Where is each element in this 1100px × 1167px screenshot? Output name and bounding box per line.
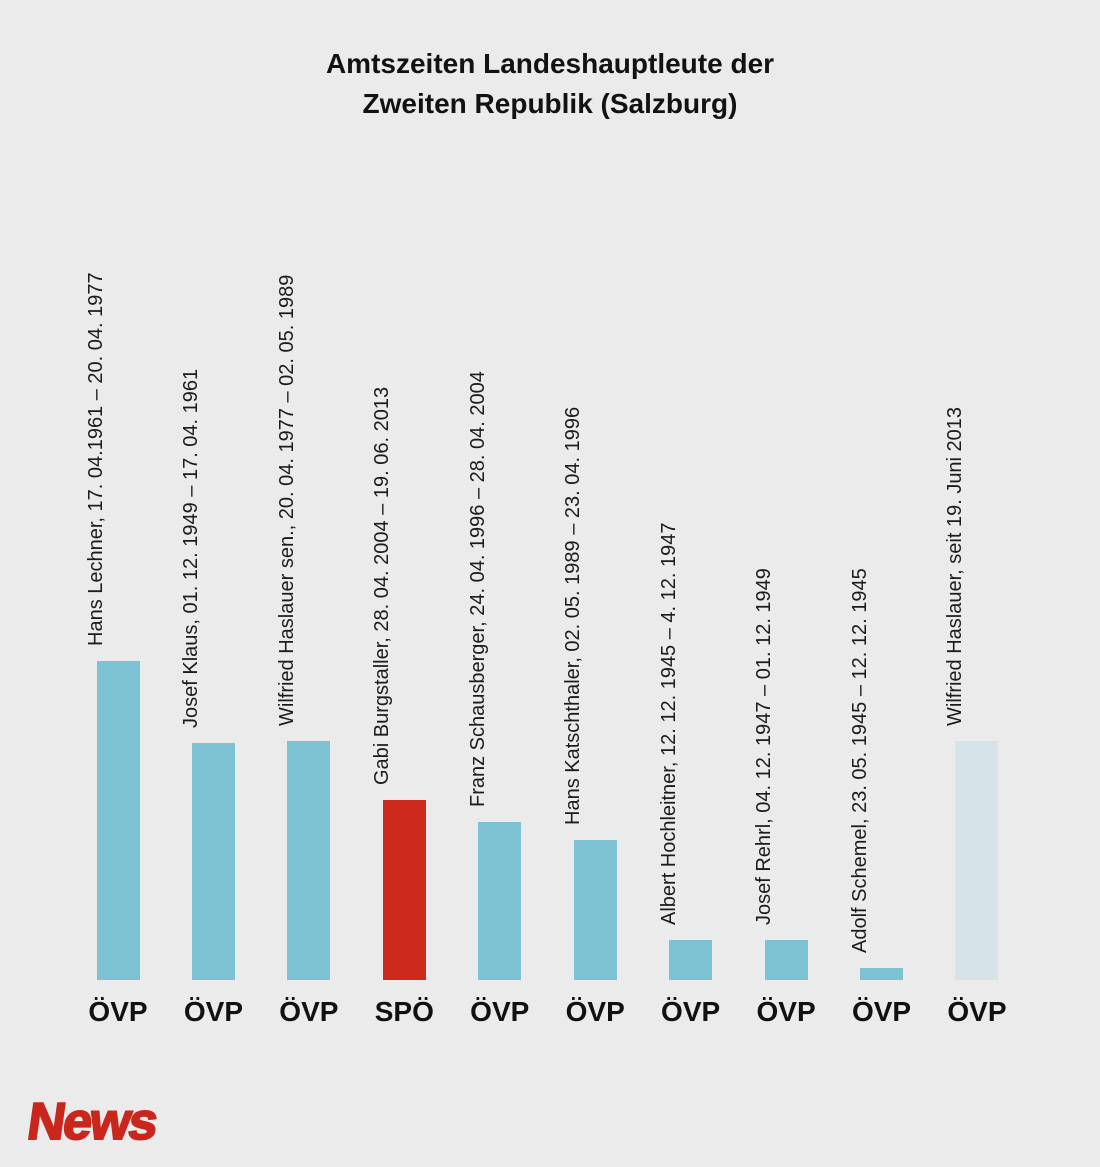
bar-adolf-schemel	[860, 968, 904, 980]
bar-josef-rehrl	[764, 940, 808, 980]
bar-label-adolf-schemel: Adolf Schemel, 23. 05. 1945 – 12. 12. 19…	[848, 568, 871, 953]
bar-label-hans-lechner: Hans Lechner, 17. 04.1961 – 20. 04. 1977	[85, 272, 107, 646]
party-label-gabi-burgstaller: SPÖ	[374, 996, 434, 1027]
bar-albert-hochleitner	[669, 940, 713, 980]
bar-franz-schausberger	[478, 822, 522, 980]
bar-label-josef-klaus: Josef Klaus, 01. 12. 1949 – 17. 04. 1961	[180, 368, 203, 728]
party-label-adolf-schemel: ÖVP	[851, 996, 912, 1027]
chart-title-line2: Zweiten Republik (Salzburg)	[362, 88, 738, 119]
chart-title-line1: Amtszeiten Landeshauptleute der	[325, 48, 775, 79]
bar-wilfried-haslauer-sen	[287, 741, 331, 980]
party-label-hans-lechner: ÖVP	[88, 996, 148, 1027]
bar-label-gabi-burgstaller: Gabi Burgstaller, 28. 04. 2004 – 19. 06.…	[371, 386, 394, 785]
party-label-josef-rehrl: ÖVP	[756, 996, 816, 1027]
bar-wilfried-haslauer	[955, 741, 999, 980]
bar-label-wilfried-haslauer: Wilfried Haslauer, seit 19. Juni 2013	[943, 406, 966, 726]
bar-hans-katschthaler	[573, 840, 617, 980]
chart-title: Amtszeiten Landeshauptleute der Zweiten …	[0, 44, 1100, 124]
bar-label-franz-schausberger: Franz Schausberger, 24. 04. 1996 – 28. 0…	[466, 371, 489, 807]
party-label-hans-katschthaler: ÖVP	[565, 996, 625, 1027]
party-label-franz-schausberger: ÖVP	[470, 996, 530, 1027]
bar-label-wilfried-haslauer-sen: Wilfried Haslauer sen., 20. 04. 1977 – 0…	[275, 274, 298, 726]
party-label-wilfried-haslauer: ÖVP	[947, 996, 1007, 1027]
bar-label-albert-hochleitner: Albert Hochleitner, 12. 12. 1945 – 4. 12…	[657, 522, 680, 925]
bar-josef-klaus	[191, 743, 235, 980]
party-label-albert-hochleitner: ÖVP	[661, 996, 721, 1027]
bar-label-hans-katschthaler: Hans Katschthaler, 02. 05. 1989 – 23. 04…	[562, 406, 585, 825]
bar-gabi-burgstaller	[382, 800, 426, 980]
party-label-josef-klaus: ÖVP	[183, 996, 243, 1027]
news-logo: News	[23, 1092, 161, 1152]
bar-hans-lechner	[96, 661, 140, 980]
party-label-wilfried-haslauer-sen: ÖVP	[279, 996, 339, 1027]
bar-label-josef-rehrl: Josef Rehrl, 04. 12. 1947 – 01. 12. 1949	[753, 568, 776, 925]
